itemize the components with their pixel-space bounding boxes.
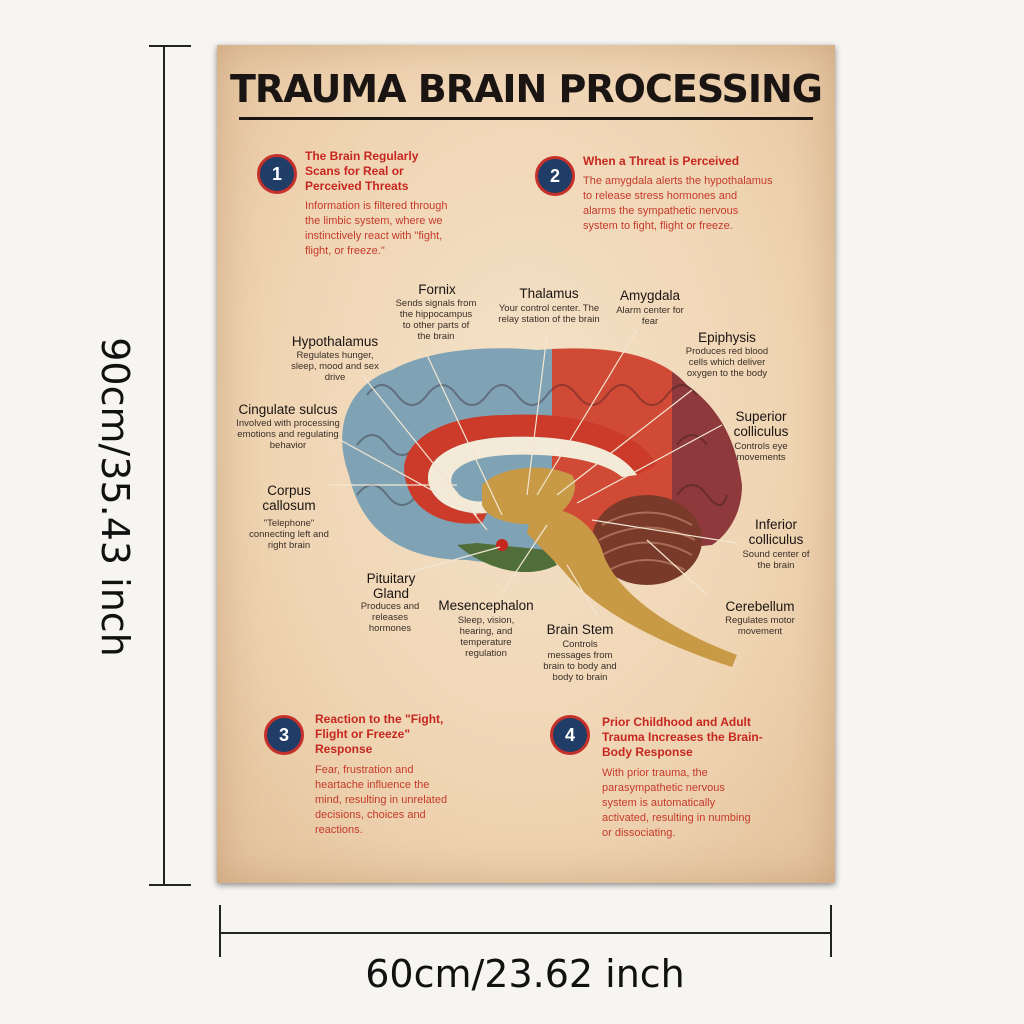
width-dimension-label: 60cm/23.62 inch [365,952,685,996]
leader-lines [321,329,738,616]
label-epiphysis-desc: Produces red blood cells which deliver o… [685,346,769,379]
height-dimension-label: 90cm/35.43 inch [93,337,137,657]
label-amygdala-title: Amygdala [619,288,681,303]
label-brain-stem-title: Brain Stem [546,622,614,637]
height-dimension-cap-top [149,45,191,47]
label-thalamus-title: Thalamus [519,286,579,301]
label-hypothalamus-desc: Regulates hunger, sleep, mood and sex dr… [291,350,379,383]
label-fornix-desc: Sends signals from the hippocampus to ot… [395,298,477,342]
poster-title: TRAUMA BRAIN PROCESSING [230,67,823,111]
label-epiphysis-title: Epiphysis [698,330,756,345]
step-2-title: When a Threat is Perceived [583,154,740,168]
step-2-body: The amygdala alerts the hypothalamus to … [583,175,773,232]
step-3-title: Reaction to the "Fight, Flight or Freeze… [315,712,444,756]
label-mesencephalon-desc: Sleep, vision, hearing, and temperature … [457,615,515,659]
width-dimension-cap-left [219,905,221,957]
label-inferior-colliculus-desc: Sound center of the brain [742,549,810,571]
label-corpus-callosum-desc: "Telephone" connecting left and right br… [249,518,329,551]
label-cerebellum-desc: Regulates motor movement [725,615,795,637]
label-hypothalamus-title: Hypothalamus [291,334,379,349]
pituitary-shape [496,539,508,551]
step-1-title: The Brain Regularly Scans for Real or Pe… [305,149,419,193]
brain-stem-shape [527,508,737,667]
brain-illustration [321,329,743,667]
poster: TRAUMA BRAIN PROCESSING 1 The Brain Regu… [217,45,835,883]
label-amygdala-desc: Alarm center for fear [616,305,684,327]
step-1-body: Information is filtered through the limb… [305,200,448,257]
label-superior-colliculus-desc: Controls eye movements [734,441,788,463]
label-pituitary-title: Pituitary Gland [366,571,416,601]
width-dimension-line [220,932,832,934]
label-fornix-title: Fornix [418,282,456,297]
cerebellum-folds [598,511,696,571]
step-4-number: 4 [550,715,590,755]
label-cingulate-desc: Involved with processing emotions and re… [236,418,340,451]
label-thalamus-desc: Your control center. The relay station o… [498,303,600,325]
step-1-number: 1 [257,154,297,194]
height-dimension-cap-bottom [149,884,191,886]
gyri-pattern [356,384,728,506]
label-cerebellum-title: Cerebellum [725,599,795,614]
temporal-region [457,543,557,573]
label-corpus-callosum-title: Corpus callosum [262,483,316,513]
label-pituitary-desc: Produces and releases hormones [360,601,420,634]
step-4-title: Prior Childhood and Adult Trauma Increas… [602,715,763,759]
step-3-body: Fear, frustration and heartache influenc… [315,764,448,836]
width-dimension-cap-right [830,905,832,957]
title-divider [239,117,813,120]
label-brain-stem-desc: Controls messages from brain to body and… [543,639,617,683]
corpus-callosum-shape [427,436,637,514]
step-2-number: 2 [535,156,575,196]
step-3-number: 3 [264,715,304,755]
label-superior-colliculus-title: Superior colliculus [733,409,789,439]
label-cingulate-title: Cingulate sulcus [238,402,338,417]
step-4-body: With prior trauma, the parasympathetic n… [602,767,751,839]
label-mesencephalon-title: Mesencephalon [438,598,534,613]
height-dimension-line [163,46,165,886]
label-inferior-colliculus-title: Inferior colliculus [748,517,804,547]
